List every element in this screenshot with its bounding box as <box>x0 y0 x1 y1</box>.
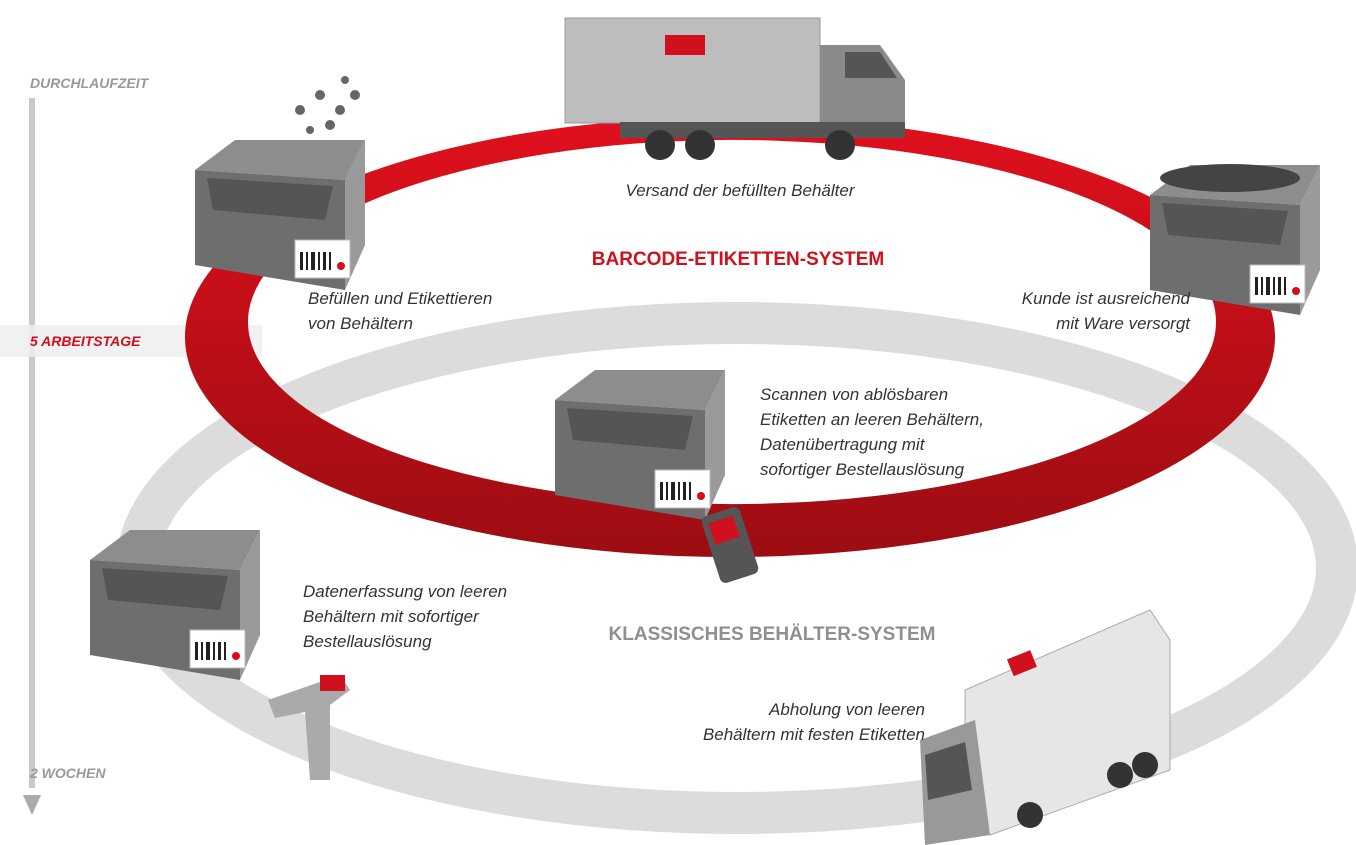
step-filling: von Behältern <box>308 314 413 333</box>
step-scanning: Etiketten an leeren Behältern, <box>760 410 984 429</box>
step-scanning: Scannen von ablösbaren <box>760 385 948 404</box>
step-scanning: Datenübertragung mit <box>760 435 926 454</box>
timeline-arrow <box>23 795 41 815</box>
crate-capture <box>90 530 260 680</box>
parts <box>295 76 360 134</box>
classic-system-title: KLASSISCHES BEHÄLTER-SYSTEM <box>609 624 936 645</box>
step-pickup: Behältern mit festen Etiketten <box>703 725 925 744</box>
step-shipping: Versand der befüllten Behälter <box>625 181 855 200</box>
barcode-system-title: BARCODE-ETIKETTEN-SYSTEM <box>592 249 884 270</box>
step-capture: Behältern mit sofortiger <box>303 607 480 626</box>
timeline-title: DURCHLAUFZEIT <box>30 75 150 91</box>
step-scanning: sofortiger Bestellauslösung <box>760 460 965 479</box>
step-customer: Kunde ist ausreichend <box>1022 289 1191 308</box>
step-capture: Datenerfassung von leeren <box>303 582 507 601</box>
diagram: DURCHLAUFZEIT 5 ARBEITSTAGE 2 WOCHEN BAR… <box>0 0 1356 845</box>
timeline-bar <box>29 98 35 788</box>
crate-filling <box>195 140 365 290</box>
timeline-end: 2 WOCHEN <box>29 765 106 781</box>
step-filling: Befüllen und Etikettieren <box>308 289 492 308</box>
truck-bottom <box>920 610 1170 845</box>
crate-contents <box>1160 164 1300 192</box>
step-pickup: Abholung von leeren <box>768 700 925 719</box>
step-capture: Bestellauslösung <box>303 632 432 651</box>
crate-scanning <box>555 370 725 520</box>
step-customer: mit Ware versorgt <box>1056 314 1191 333</box>
timeline-marker: 5 ARBEITSTAGE <box>30 333 141 349</box>
